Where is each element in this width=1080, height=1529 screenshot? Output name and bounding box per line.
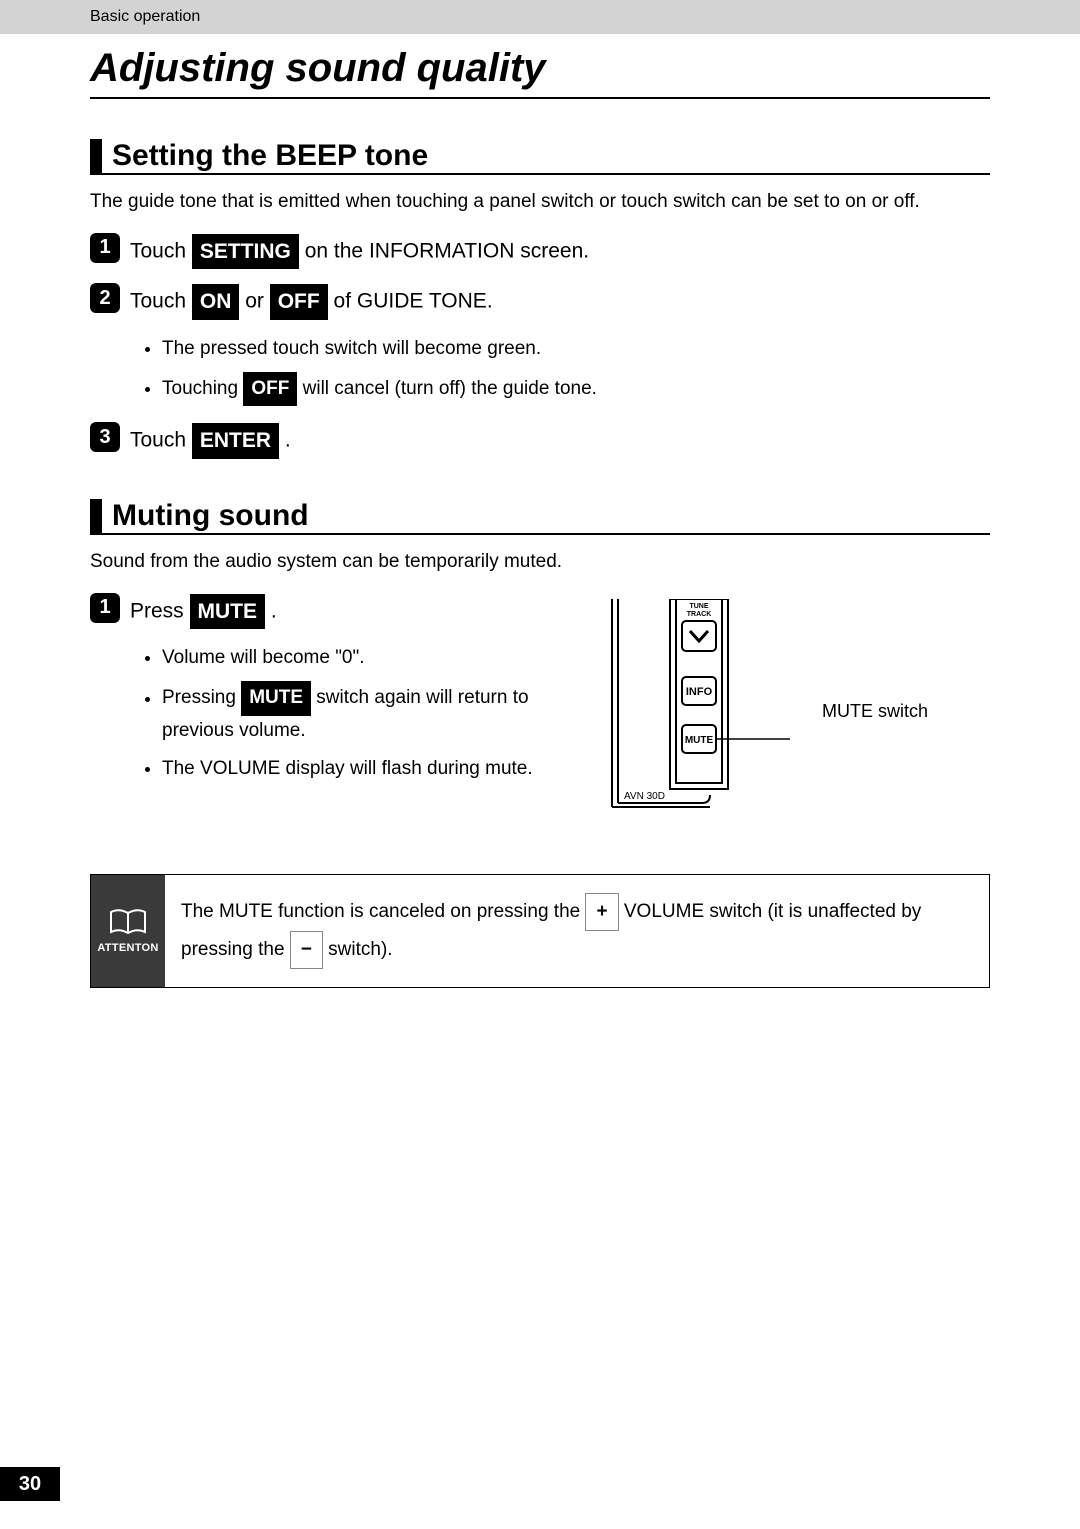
setting-button: SETTING xyxy=(192,234,299,270)
section-heading-beep: Setting the BEEP tone xyxy=(90,139,990,175)
mute-bullet-2: Pressing MUTE switch again will return t… xyxy=(162,681,590,746)
attention-text: The MUTE function is canceled on pressin… xyxy=(165,875,989,987)
step2-post: of GUIDE TONE. xyxy=(328,289,493,312)
mb2-pre: Pressing xyxy=(162,688,241,709)
tune-label: TUNE xyxy=(689,603,708,610)
b2-pre: Touching xyxy=(162,378,243,399)
step2-pre: Touch xyxy=(130,289,192,312)
enter-button: ENTER xyxy=(192,423,279,459)
step-number-2: 2 xyxy=(90,283,120,313)
b2-post: will cancel (turn off) the guide tone. xyxy=(297,378,597,399)
attention-box: ATTENTON The MUTE function is canceled o… xyxy=(90,874,990,988)
mute-bullet-1: Volume will become "0". xyxy=(162,643,590,673)
step2-mid: or xyxy=(239,289,269,312)
step-2: 2 Touch ON or OFF of GUIDE TONE. xyxy=(90,283,990,320)
step-2-text: Touch ON or OFF of GUIDE TONE. xyxy=(130,283,493,320)
breadcrumb: Basic operation xyxy=(90,8,200,25)
step2-bullet-1: The pressed touch switch will become gre… xyxy=(162,334,990,364)
muting-intro: Sound from the audio system can be tempo… xyxy=(90,549,990,575)
mute-btn-label: MUTE xyxy=(685,735,714,746)
device-panel-diagram: TUNE TRACK INFO MUTE AVN 30D xyxy=(610,599,810,824)
mute-step-1-text: Press MUTE . xyxy=(130,593,277,630)
mute-button: MUTE xyxy=(190,594,266,630)
mute-button-inline: MUTE xyxy=(241,681,311,715)
step2-bullets: The pressed touch switch will become gre… xyxy=(162,334,990,407)
mstep1-post: . xyxy=(265,599,277,622)
muting-left: 1 Press MUTE . Volume will become "0". P… xyxy=(90,593,610,801)
book-icon xyxy=(108,908,148,936)
page-title: Adjusting sound quality xyxy=(90,46,990,99)
step-1-text: Touch SETTING on the INFORMATION screen. xyxy=(130,233,589,270)
step1-post: on the INFORMATION screen. xyxy=(299,239,589,262)
step2-bullet-2: Touching OFF will cancel (turn off) the … xyxy=(162,372,990,406)
on-button: ON xyxy=(192,284,240,320)
step1-pre: Touch xyxy=(130,239,192,262)
model-label: AVN 30D xyxy=(624,791,665,802)
beep-intro: The guide tone that is emitted when touc… xyxy=(90,189,990,215)
attention-icon-col: ATTENTON xyxy=(91,875,165,987)
mute-switch-callout: MUTE switch xyxy=(822,701,928,722)
step3-post: . xyxy=(279,429,291,452)
off-button: OFF xyxy=(270,284,328,320)
page-number: 30 xyxy=(0,1467,60,1501)
mute-step-1: 1 Press MUTE . xyxy=(90,593,590,630)
step-3-text: Touch ENTER . xyxy=(130,422,291,459)
track-label: TRACK xyxy=(687,611,712,618)
mstep1-pre: Press xyxy=(130,599,190,622)
off-button-inline: OFF xyxy=(243,372,297,406)
muting-right: TUNE TRACK INFO MUTE AVN 30D MUTE switch xyxy=(610,593,990,824)
plus-button: + xyxy=(585,893,618,931)
muting-layout: 1 Press MUTE . Volume will become "0". P… xyxy=(90,593,990,824)
att-pre: The MUTE function is canceled on pressin… xyxy=(181,901,585,922)
header-bar: Basic operation xyxy=(0,0,1080,34)
step-3: 3 Touch ENTER . xyxy=(90,422,990,459)
mute-bullets: Volume will become "0". Pressing MUTE sw… xyxy=(162,643,590,785)
mute-bullet-3: The VOLUME display will flash during mut… xyxy=(162,754,590,784)
info-btn-label: INFO xyxy=(686,686,713,698)
step-number-3: 3 xyxy=(90,422,120,452)
mute-step-number-1: 1 xyxy=(90,593,120,623)
step3-pre: Touch xyxy=(130,429,192,452)
step-number-1: 1 xyxy=(90,233,120,263)
att-post: switch). xyxy=(323,939,393,960)
attention-label: ATTENTON xyxy=(97,942,158,954)
minus-button: − xyxy=(290,931,323,969)
page-content: Adjusting sound quality Setting the BEEP… xyxy=(0,46,1080,988)
step-1: 1 Touch SETTING on the INFORMATION scree… xyxy=(90,233,990,270)
section-heading-muting: Muting sound xyxy=(90,499,990,535)
